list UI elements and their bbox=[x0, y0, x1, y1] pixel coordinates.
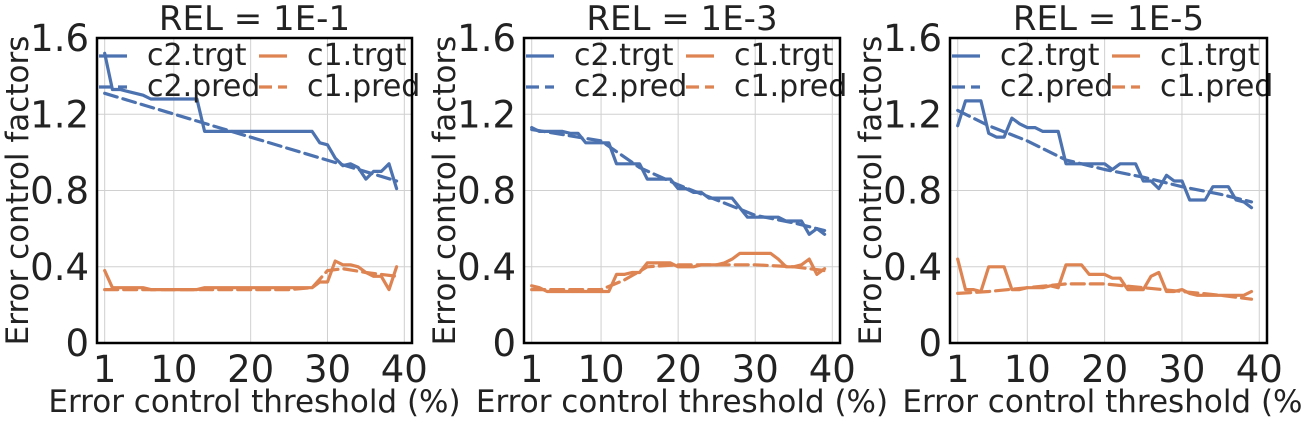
y-tick-label: 0.4 bbox=[30, 246, 89, 289]
legend-label-c1-pred: c1.pred bbox=[307, 69, 420, 104]
axes-frame bbox=[948, 36, 1269, 345]
chart-title: REL = 1E-5 bbox=[1013, 0, 1204, 39]
y-tick-label: 0.8 bbox=[30, 170, 89, 213]
x-tick-label: 30 bbox=[1158, 348, 1205, 391]
y-tick-label: 1.6 bbox=[457, 17, 516, 60]
chart-title: REL = 1E-3 bbox=[586, 0, 777, 39]
y-axis-label: Error control factors bbox=[0, 36, 36, 346]
y-tick-label: 0.8 bbox=[457, 170, 516, 213]
legend-label-c1-trgt: c1.trgt bbox=[307, 38, 407, 73]
series-line-c1-pred bbox=[956, 282, 1254, 301]
x-tick-label: 30 bbox=[304, 348, 351, 391]
x-tick-label: 40 bbox=[809, 348, 856, 391]
x-tick-label: 10 bbox=[150, 348, 197, 391]
legend-label-c1-trgt: c1.trgt bbox=[1160, 38, 1260, 73]
y-tick-label: 0 bbox=[492, 322, 516, 365]
y-tick-label: 1.6 bbox=[883, 17, 942, 60]
axes-frame bbox=[522, 36, 842, 345]
legend-label-c2-trgt: c2.trgt bbox=[1000, 38, 1100, 73]
x-tick-label: 30 bbox=[732, 348, 779, 391]
x-axis-label: Error control threshold (%) bbox=[902, 384, 1302, 420]
x-tick-label: 40 bbox=[381, 348, 428, 391]
y-tick-label: 1.2 bbox=[30, 93, 89, 136]
legend-label-c2-pred: c2.pred bbox=[574, 69, 687, 104]
x-tick-label: 10 bbox=[578, 348, 625, 391]
series-line-c2-pred bbox=[956, 108, 1254, 204]
x-tick-label: 1 bbox=[946, 348, 970, 391]
y-tick-label: 1.2 bbox=[457, 93, 516, 136]
y-tick-label: 0 bbox=[65, 322, 89, 365]
x-tick-label: 20 bbox=[227, 348, 274, 391]
y-tick-label: 0.8 bbox=[883, 170, 942, 213]
x-tick-label: 40 bbox=[1236, 348, 1283, 391]
legend-label-c1-pred: c1.pred bbox=[734, 69, 847, 104]
x-axis-label: Error control threshold (%) bbox=[48, 384, 460, 420]
y-tick-label: 0.4 bbox=[457, 246, 516, 289]
y-axis-label: Error control factors bbox=[853, 36, 889, 346]
axes-frame bbox=[95, 36, 414, 345]
x-tick-label: 1 bbox=[93, 348, 117, 391]
x-tick-label: 20 bbox=[1081, 348, 1128, 391]
legend-label-c2-pred: c2.pred bbox=[1000, 69, 1113, 104]
series-line-c1-trgt bbox=[530, 251, 827, 294]
y-tick-label: 1.2 bbox=[883, 93, 942, 136]
legend-label-c2-trgt: c2.trgt bbox=[574, 38, 674, 73]
legend-label-c1-trgt: c1.trgt bbox=[734, 38, 834, 73]
series-line-c1-trgt bbox=[956, 257, 1254, 297]
series-line-c2-trgt bbox=[103, 51, 399, 191]
y-axis-label: Error control factors bbox=[427, 36, 463, 346]
series-line-c1-pred bbox=[530, 263, 827, 292]
series-line-c2-pred bbox=[530, 127, 827, 233]
x-axis-label: Error control threshold (%) bbox=[476, 384, 888, 420]
chart-title: REL = 1E-1 bbox=[159, 0, 350, 39]
y-tick-label: 0.4 bbox=[883, 246, 942, 289]
x-tick-label: 20 bbox=[655, 348, 702, 391]
series-line-c1-pred bbox=[103, 267, 399, 292]
legend-label-c2-pred: c2.pred bbox=[147, 69, 260, 104]
legend-label-c1-pred: c1.pred bbox=[1160, 69, 1273, 104]
x-tick-label: 1 bbox=[520, 348, 544, 391]
series-line-c2-trgt bbox=[956, 99, 1254, 210]
legend-label-c2-trgt: c2.trgt bbox=[147, 38, 247, 73]
series-line-c2-pred bbox=[103, 91, 399, 183]
y-tick-label: 0 bbox=[918, 322, 942, 365]
x-tick-label: 10 bbox=[1004, 348, 1051, 391]
y-tick-label: 1.6 bbox=[30, 17, 89, 60]
